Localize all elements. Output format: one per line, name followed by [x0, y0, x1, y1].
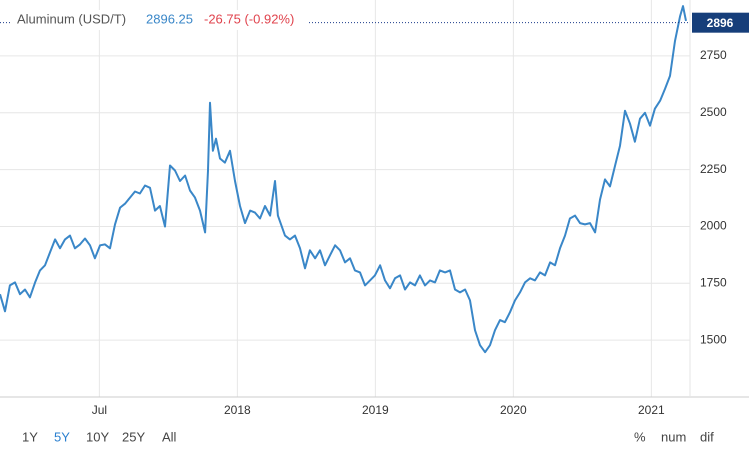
- y-tick-label: 2250: [700, 162, 727, 176]
- y-tick-label: 2750: [700, 48, 727, 62]
- range-button[interactable]: 5Y: [54, 429, 70, 444]
- x-tick-label: Jul: [92, 403, 107, 417]
- mode-button[interactable]: num: [661, 429, 686, 444]
- price-line: [0, 5, 687, 354]
- price: 2896.25: [146, 11, 193, 26]
- y-tick-label: 1500: [700, 332, 727, 346]
- y-tick-label: 2500: [700, 105, 727, 119]
- price-tag: 2896: [707, 16, 734, 30]
- range-button[interactable]: 25Y: [122, 429, 145, 444]
- range-button[interactable]: 1Y: [22, 429, 38, 444]
- x-tick-label: 2021: [638, 403, 665, 417]
- mode-button[interactable]: %: [634, 429, 646, 444]
- x-tick-label: 2019: [362, 403, 389, 417]
- header-bg: [12, 10, 308, 30]
- y-tick-label: 1750: [700, 275, 727, 289]
- y-tick-label: 2000: [700, 219, 727, 233]
- x-tick-label: 2020: [500, 403, 527, 417]
- x-tick-label: 2018: [224, 403, 251, 417]
- change: -26.75 (-0.92%): [204, 11, 294, 26]
- range-button[interactable]: 10Y: [86, 429, 109, 444]
- mode-button[interactable]: dif: [700, 429, 714, 444]
- chart-title: Aluminum (USD/T): [17, 11, 126, 26]
- range-button[interactable]: All: [162, 429, 177, 444]
- price-tag-box: [692, 12, 749, 33]
